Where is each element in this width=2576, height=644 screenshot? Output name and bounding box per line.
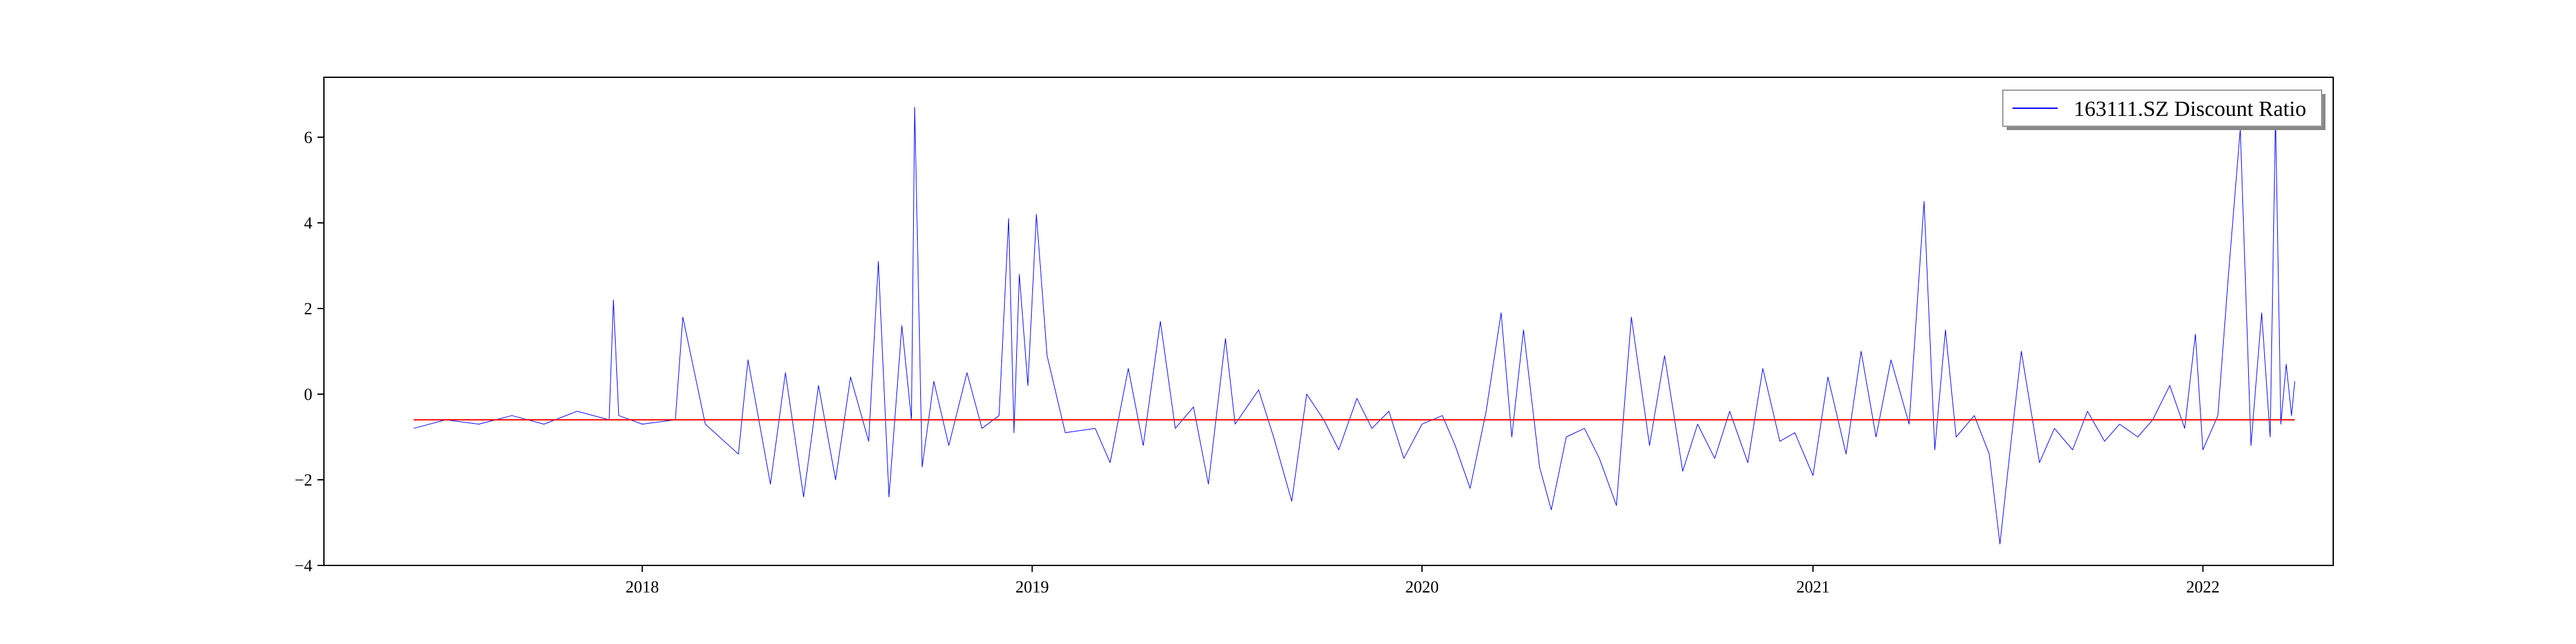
x-tick-label: 2022 xyxy=(2186,578,2220,596)
y-tick-label: 2 xyxy=(304,299,312,318)
y-tick-label: −4 xyxy=(294,556,312,575)
legend: 163111.SZ Discount Ratio xyxy=(2002,90,2325,130)
y-tick-label: 0 xyxy=(304,385,312,404)
y-tick-label: 4 xyxy=(304,214,312,232)
y-tick-label: −2 xyxy=(294,471,312,489)
legend-label: 163111.SZ Discount Ratio xyxy=(2074,97,2306,121)
axes-frame xyxy=(323,77,2334,566)
x-tick-label: 2018 xyxy=(625,578,659,596)
y-tick-label: 6 xyxy=(304,128,312,147)
x-tick-label: 2019 xyxy=(1016,578,1049,596)
x-axis: 2018 2019 2020 2021 2022 xyxy=(625,565,2220,596)
series-line-discount-ratio xyxy=(413,107,2295,545)
y-axis: −4 −2 0 2 4 6 xyxy=(294,128,324,575)
x-tick-label: 2021 xyxy=(1796,578,1830,596)
plot-area xyxy=(413,107,2295,545)
x-tick-label: 2020 xyxy=(1405,578,1439,596)
